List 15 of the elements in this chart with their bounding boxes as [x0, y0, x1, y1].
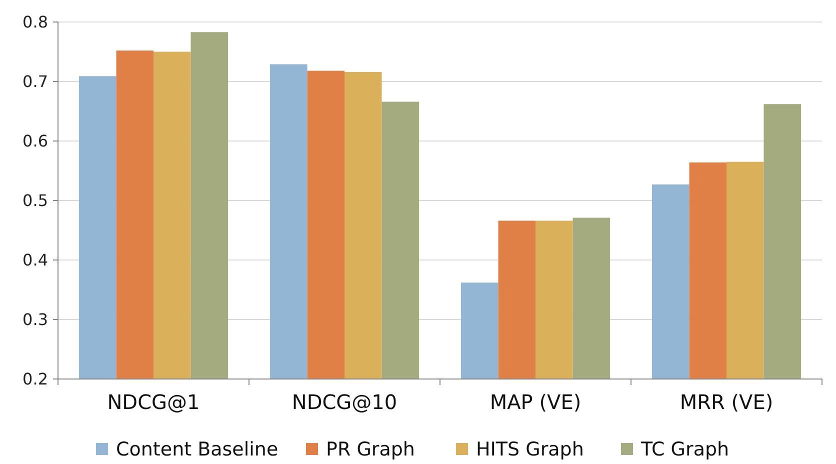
y-tick-label: 0.2 [22, 370, 48, 389]
y-tick-label: 0.7 [22, 72, 48, 92]
y-tick-label: 0.5 [22, 191, 48, 210]
y-tick-label: 0.6 [22, 132, 48, 151]
y-tick-label: 0.8 [22, 12, 48, 32]
x-tick-label: NDCG@1 [107, 390, 200, 414]
x-tick-label: MAP (VE) [490, 390, 582, 414]
y-tick-label: 0.3 [22, 310, 48, 330]
legend-label: TC Graph [640, 438, 730, 461]
x-tick-label: NDCG@10 [292, 390, 398, 414]
legend-label: Content Baseline [116, 438, 278, 461]
legend-label: PR Graph [326, 438, 415, 461]
legend-label: HITS Graph [476, 438, 584, 461]
x-tick-label: MRR (VE) [680, 390, 774, 414]
y-tick-label: 0.4 [22, 250, 48, 270]
